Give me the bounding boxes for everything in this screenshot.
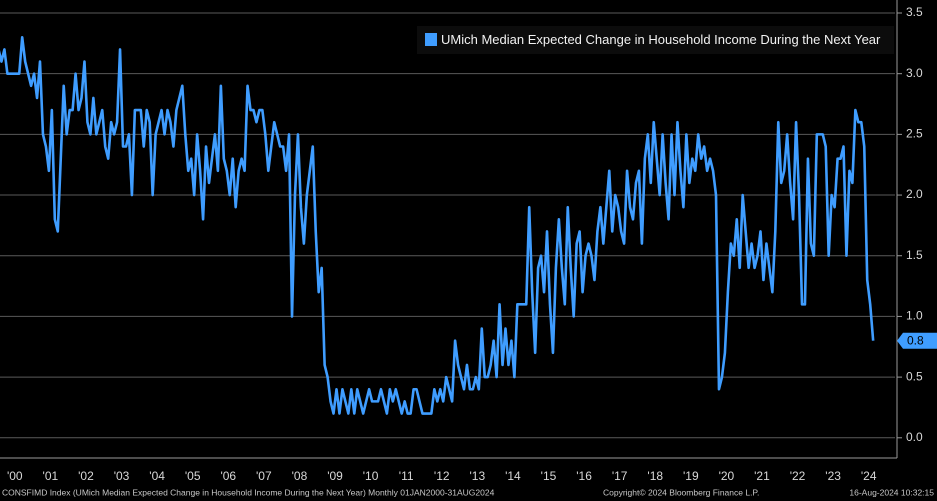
x-tick-label: '05 (185, 469, 201, 483)
y-tick-label: 3.5 (906, 5, 923, 19)
x-tick-label: '10 (363, 469, 379, 483)
x-tick-label: '22 (790, 469, 806, 483)
x-tick-label: '04 (149, 469, 165, 483)
x-tick-label: '08 (292, 469, 308, 483)
x-tick-label: '14 (505, 469, 521, 483)
timestamp: 16-Aug-2024 10:32:15 (849, 487, 934, 497)
x-tick-label: '20 (719, 469, 735, 483)
legend: UMich Median Expected Change in Househol… (417, 26, 894, 54)
series-line (0, 35, 875, 415)
x-tick-label: '12 (434, 469, 450, 483)
y-tick-label: 1.5 (906, 248, 923, 262)
x-tick-label: '18 (647, 469, 663, 483)
x-tick-label: '03 (114, 469, 130, 483)
x-tick-label: '23 (825, 469, 841, 483)
last-value-label: 0.8 (907, 333, 924, 347)
x-tick-label: '24 (861, 469, 877, 483)
x-tick-label: '06 (220, 469, 236, 483)
x-tick-label: '16 (576, 469, 592, 483)
y-tick-label: 1.0 (906, 309, 923, 323)
y-tick-label: 3.0 (906, 66, 923, 80)
x-tick-label: '02 (78, 469, 94, 483)
x-tick-label: '07 (256, 469, 272, 483)
copyright: Copyright© 2024 Bloomberg Finance L.P. (603, 487, 759, 497)
x-tick-label: '01 (43, 469, 59, 483)
x-tick-label: '15 (541, 469, 557, 483)
y-tick-label: 2.5 (906, 127, 923, 141)
last-value-tag (897, 332, 937, 349)
legend-label: UMich Median Expected Change in Househol… (441, 32, 881, 47)
plot-area (0, 35, 875, 415)
x-tick-label: '17 (612, 469, 628, 483)
source-note: CONSFIMD Index (UMich Median Expected Ch… (2, 487, 495, 497)
legend-box (417, 26, 894, 54)
x-tick-label: '21 (754, 469, 770, 483)
legend-swatch (425, 33, 437, 46)
y-tick-label: 0.0 (906, 430, 923, 444)
x-tick-label: '11 (399, 469, 414, 483)
x-tick-label: '00 (7, 469, 23, 483)
x-tick-label: '19 (683, 469, 699, 483)
x-tick-label: '09 (327, 469, 343, 483)
x-tick-label: '13 (470, 469, 486, 483)
y-tick-label: 2.0 (906, 187, 923, 201)
y-tick-label: 0.5 (906, 369, 923, 383)
